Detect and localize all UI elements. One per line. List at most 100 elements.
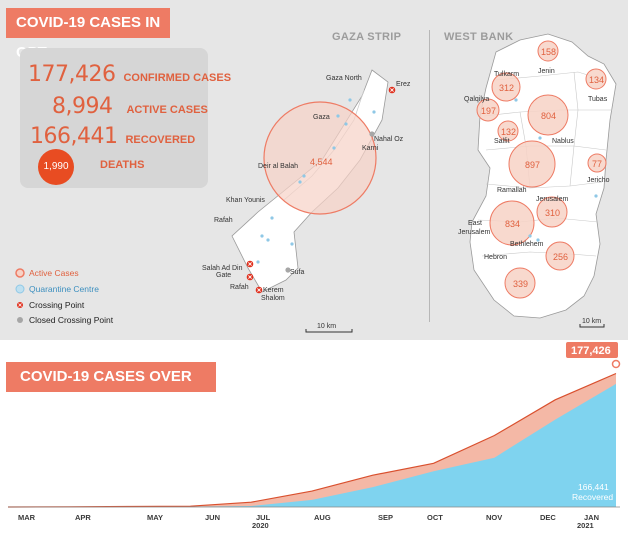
place-label: Shalom xyxy=(261,295,285,302)
place-label: East xyxy=(468,220,482,227)
quarantine-dot xyxy=(348,98,352,102)
closed-crossing-icon xyxy=(369,131,375,137)
crossing-point-icon xyxy=(246,260,254,268)
x-axis-labels: MAR APR MAY JUN JUL AUG SEP OCT NOV DEC JAN xyxy=(18,513,599,522)
place-label: Gaza xyxy=(313,114,330,121)
case-circle xyxy=(504,267,536,299)
quarantine-dot xyxy=(336,114,340,118)
case-circle xyxy=(508,140,556,188)
quarantine-dot xyxy=(372,110,376,114)
place-label: Jerusalem xyxy=(458,229,490,236)
place-label: Rafah xyxy=(230,284,249,291)
active-cases-legend-icon xyxy=(15,268,25,278)
crossing-legend-icon xyxy=(17,302,23,308)
place-label: Tubas xyxy=(588,96,608,103)
legend: Active Cases Quarantine Centre Crossing … xyxy=(15,268,114,325)
gaza-scale-bar: 10 km xyxy=(305,323,353,333)
final-total-badge xyxy=(566,342,618,358)
case-circle xyxy=(497,120,519,142)
gaza-active-cases-label: 4,544 xyxy=(310,157,333,167)
case-circle xyxy=(489,200,535,246)
month-label: OCT xyxy=(427,513,443,522)
case-count: 158 xyxy=(541,47,556,57)
crossing-point-icon xyxy=(388,86,396,94)
recovered-stat: 166,441 RECOVERED xyxy=(30,124,195,149)
month-label: JAN xyxy=(584,513,599,522)
place-label: Deir al Balah xyxy=(258,163,298,170)
month-label: JUL xyxy=(256,513,271,522)
case-count: 339 xyxy=(513,279,528,289)
month-label: MAY xyxy=(147,513,163,522)
cases-over-time-chart: MAR APR MAY JUN JUL AUG SEP OCT NOV DEC JAN 2020 2… xyxy=(7,342,621,530)
place-label: Jerusalem xyxy=(536,196,568,203)
month-label: NOV xyxy=(486,513,502,522)
quarantine-dot xyxy=(260,234,264,238)
quarantine-dot xyxy=(256,260,260,264)
quarantine-dot xyxy=(302,174,306,178)
case-count: 312 xyxy=(499,83,514,93)
quarantine-dot xyxy=(332,146,336,150)
case-count: 134 xyxy=(589,75,604,85)
recovered-area xyxy=(8,383,616,507)
quarantine-dot xyxy=(594,194,598,198)
case-circle xyxy=(545,241,575,271)
gaza-active-cases-circle xyxy=(263,101,377,215)
svg-text:10 km: 10 km xyxy=(582,318,601,325)
quarantine-dot xyxy=(514,98,518,102)
quarantine-legend-icon xyxy=(15,284,25,294)
case-circle xyxy=(537,40,559,62)
west-bank-title: WEST BANK xyxy=(444,31,514,43)
month-label: JUN xyxy=(205,513,220,522)
legend-closed-crossing: Closed Crossing Point xyxy=(29,315,114,325)
confirmed-stat: 177,426 CONFIRMED CASES xyxy=(28,62,231,87)
month-label: MAR xyxy=(18,513,36,522)
crossing-point-icon xyxy=(255,286,263,294)
month-label: APR xyxy=(75,513,91,522)
place-label: Ramallah xyxy=(497,187,527,194)
case-count: 834 xyxy=(505,219,520,229)
quarantine-dot xyxy=(290,242,294,246)
confirmed-value: 177,426 xyxy=(28,62,116,87)
place-label: Karni xyxy=(362,145,379,152)
quarantine-dot xyxy=(298,180,302,184)
quarantine-dot xyxy=(344,122,348,126)
place-label: Nablus xyxy=(552,138,574,145)
place-label: Bethlehem xyxy=(510,241,544,248)
month-label: SEP xyxy=(378,513,393,522)
place-label: Salfit xyxy=(494,138,510,145)
case-count: 804 xyxy=(541,111,556,121)
case-circle xyxy=(536,196,568,228)
quarantine-dot xyxy=(270,216,274,220)
west-bank-scale-bar: 10 km xyxy=(579,318,605,328)
place-label: Gaza North xyxy=(326,75,362,82)
place-label: Gate xyxy=(216,272,231,279)
quarantine-dot xyxy=(528,234,532,238)
map-divider xyxy=(429,30,430,322)
legend-active-cases: Active Cases xyxy=(29,268,79,278)
recovered-value-label: 166,441 xyxy=(578,482,609,492)
quarantine-dot xyxy=(536,238,540,242)
deaths-value: 1,990 xyxy=(38,149,74,185)
case-count: 197 xyxy=(481,106,496,116)
confirmed-label: CONFIRMED CASES xyxy=(123,72,232,84)
page-title: COVID-19 CASES IN OPT xyxy=(6,8,170,61)
recovered-text-label: Recovered xyxy=(572,492,613,502)
case-circle xyxy=(587,153,607,173)
quarantine-dot xyxy=(266,238,270,242)
month-label: AUG xyxy=(314,513,331,522)
recovered-label: RECOVERED xyxy=(125,134,196,146)
active-label: ACTIVE CASES xyxy=(126,104,208,116)
month-label: DEC xyxy=(540,513,556,522)
place-label: Nahal Oz xyxy=(374,136,404,143)
case-count: 310 xyxy=(545,208,560,218)
place-label: Erez xyxy=(396,81,411,88)
active-stat: 8,994 ACTIVE CASES xyxy=(52,94,208,119)
place-label: Rafah xyxy=(214,217,233,224)
timeline-title: COVID-19 CASES OVER TIME xyxy=(6,362,216,415)
closed-crossing-icon xyxy=(285,267,291,273)
place-label: Hebron xyxy=(484,254,507,261)
legend-quarantine: Quarantine Centre xyxy=(29,284,99,294)
svg-text:10 km: 10 km xyxy=(317,323,336,330)
place-label: Qalqilya xyxy=(464,96,489,103)
